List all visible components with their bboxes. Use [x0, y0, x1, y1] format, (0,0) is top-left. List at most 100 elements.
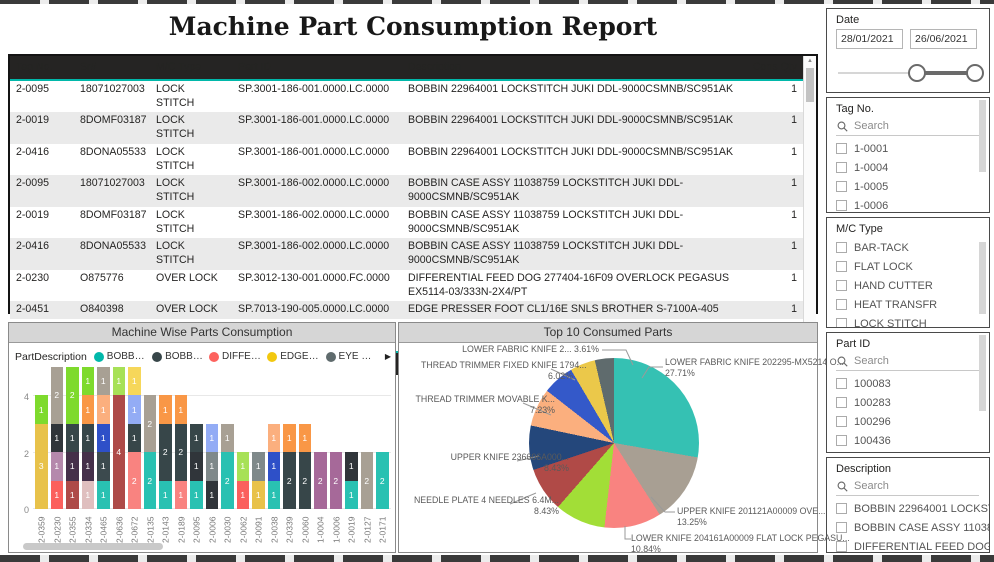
column-header-description[interactable]: Description — [408, 61, 461, 73]
stacked-bar[interactable]: 1 1 1 — [205, 423, 218, 509]
bar-segment[interactable]: 1 — [190, 452, 203, 481]
legend-item[interactable]: BOBBIN C... — [152, 351, 203, 362]
bar-segment[interactable]: 1 — [221, 423, 234, 453]
bar-segment[interactable]: 2 — [298, 452, 311, 509]
bar-segment[interactable]: 1 — [97, 423, 110, 453]
bar-segment[interactable]: 1 — [97, 395, 110, 424]
scroll-up-icon[interactable]: ▲ — [807, 58, 813, 64]
filter-list-item[interactable]: 1-0005 — [836, 177, 989, 196]
filter-list-item[interactable]: HEAT TRANSFR — [836, 295, 989, 314]
checkbox[interactable] — [836, 378, 847, 389]
bar-segment[interactable]: 2 — [283, 452, 296, 509]
bar-segment[interactable]: 2 — [128, 452, 141, 509]
bar-segment[interactable]: 2 — [221, 452, 234, 509]
filter-list-item[interactable]: 1-0004 — [836, 158, 989, 177]
bar-segment[interactable]: 1 — [66, 480, 79, 509]
checkbox[interactable] — [836, 162, 847, 173]
checkbox[interactable] — [836, 261, 847, 272]
stacked-bar[interactable]: 2 — [360, 452, 373, 509]
bar-segment[interactable]: 1 — [97, 452, 110, 481]
bar-segment[interactable]: 2 — [174, 423, 187, 481]
checkbox[interactable] — [836, 242, 847, 253]
mc-type-list-scrollbar[interactable] — [979, 242, 986, 314]
bar-segment[interactable]: 2 — [50, 367, 63, 424]
column-header-cons-qty[interactable]: Cons Qty — [752, 61, 797, 73]
stacked-bar[interactable]: 1 1 1 2 — [66, 367, 79, 509]
part-id-search-input[interactable]: Search — [836, 353, 979, 371]
stacked-bar[interactable]: 1 2 1 — [159, 395, 172, 509]
bar-segment[interactable]: 1 — [190, 423, 203, 453]
stacked-bar[interactable]: 1 1 1 — [267, 423, 280, 509]
filter-list-item[interactable]: 1-0001 — [836, 139, 989, 158]
legend-item[interactable]: DIFFERENTI... — [208, 351, 261, 362]
checkbox[interactable] — [836, 143, 847, 154]
date-start-input[interactable]: 28/01/2021 — [836, 29, 903, 49]
stacked-bar[interactable]: 1 1 1 — [190, 423, 203, 509]
date-end-input[interactable]: 26/06/2021 — [910, 29, 977, 49]
bar-segment[interactable]: 1 — [50, 423, 63, 453]
checkbox[interactable] — [836, 397, 847, 408]
checkbox[interactable] — [836, 416, 847, 427]
bar-segment[interactable]: 2 — [66, 367, 79, 424]
table-row[interactable]: 2-0095 18071027003 LOCK STITCH SP.3001-186-… — [10, 175, 803, 207]
table-row[interactable]: 2-0095 18071027003 LOCK STITCH SP.3001-186-… — [10, 81, 803, 113]
bar-segment[interactable]: 1 — [81, 367, 94, 396]
bar-segment[interactable]: 4 — [112, 395, 125, 509]
table-row[interactable]: 2-0416 8DONA05533 LOCK STITCH SP.3001-186-0… — [10, 238, 803, 270]
checkbox[interactable] — [836, 181, 847, 192]
bar-segment[interactable]: 1 — [128, 423, 141, 453]
bar-segment[interactable]: 1 — [298, 423, 311, 453]
bar-segment[interactable]: 1 — [97, 367, 110, 396]
bar-segment[interactable]: 2 — [159, 423, 172, 481]
bar-segment[interactable]: 1 — [345, 480, 358, 509]
filter-list-item[interactable]: LOCK STITCH — [836, 314, 989, 327]
bar-segment[interactable]: 1 — [81, 423, 94, 453]
bar-segment[interactable]: 1 — [267, 480, 280, 509]
bar-chart-horizontal-scrollbar[interactable] — [23, 543, 163, 550]
filter-list-item[interactable]: BOBBIN CASE ASSY 11038... — [836, 518, 989, 537]
bar-segment[interactable]: 1 — [81, 480, 94, 509]
stacked-bar[interactable]: 2 — [376, 452, 389, 509]
column-header-sr[interactable]: Sr# — [80, 61, 97, 73]
bar-segment[interactable]: 2 — [143, 395, 156, 453]
table-row[interactable]: 2-0019 8DOMF03187 LOCK STITCH SP.3001-186-0… — [10, 207, 803, 239]
slider-handle-start[interactable] — [908, 64, 927, 82]
filter-list-item[interactable]: 1-0006 — [836, 196, 989, 212]
bar-segment[interactable]: 1 — [267, 452, 280, 481]
filter-list-item[interactable]: 100611 — [836, 450, 989, 452]
table-row[interactable]: 2-0230 O875776 OVER LOCK SP.3012-130-001.00… — [10, 270, 803, 302]
bar-segment[interactable]: 1 — [112, 367, 125, 396]
bar-segment[interactable]: 1 — [81, 395, 94, 424]
bar-segment[interactable]: 1 — [236, 452, 249, 481]
bar-segment[interactable]: 1 — [81, 452, 94, 481]
part-id-list-scrollbar[interactable] — [979, 335, 986, 411]
checkbox[interactable] — [836, 200, 847, 211]
column-header-tag-no[interactable]: Tag No. — [16, 61, 53, 73]
table-vertical-scrollbar[interactable]: ▲ ▼ — [803, 56, 816, 351]
bar-segment[interactable]: 1 — [50, 452, 63, 481]
tag-no-list-scrollbar[interactable] — [979, 100, 986, 172]
table-row[interactable]: 2-0019 8DOMF03187 LOCK STITCH SP.3001-186-0… — [10, 112, 803, 144]
bar-segment[interactable]: 1 — [66, 423, 79, 453]
bar-segment[interactable]: 1 — [128, 395, 141, 424]
bar-segment[interactable]: 1 — [174, 395, 187, 424]
bar-segment[interactable]: 2 — [143, 452, 156, 509]
bar-segment[interactable]: 1 — [252, 480, 265, 509]
filter-list-item[interactable]: BOBBIN 22964001 LOCKST... — [836, 499, 989, 518]
filter-list-item[interactable]: FLAT LOCK — [836, 257, 989, 276]
filter-list-item[interactable]: 100436 — [836, 431, 989, 450]
checkbox[interactable] — [836, 435, 847, 446]
scrollbar-thumb[interactable] — [806, 68, 814, 102]
bar-segment[interactable]: 2 — [314, 452, 327, 509]
stacked-bar[interactable]: 1 1 1 2 — [50, 367, 63, 509]
bar-segment[interactable]: 1 — [128, 367, 141, 396]
checkbox[interactable] — [836, 280, 847, 291]
bar-segment[interactable]: 1 — [50, 480, 63, 509]
